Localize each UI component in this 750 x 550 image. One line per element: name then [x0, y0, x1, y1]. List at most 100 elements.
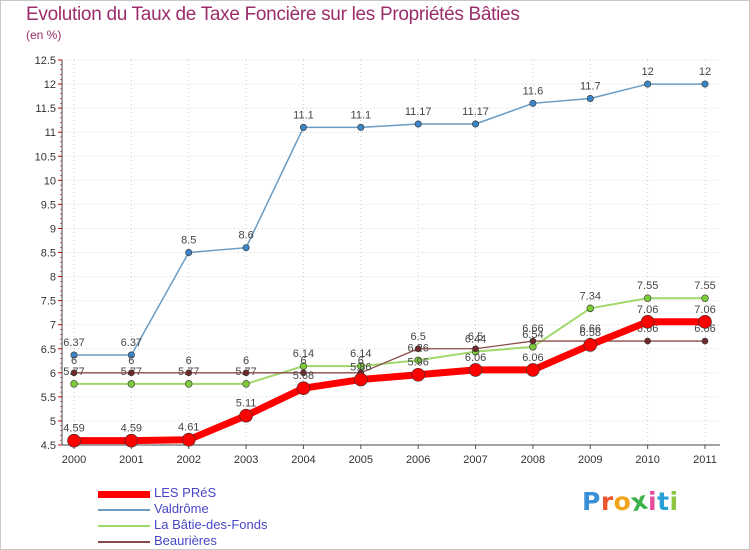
y-tick-label: 6.5: [41, 344, 56, 356]
data-label-la-batie-des-fonds: 6.14: [350, 348, 371, 360]
y-tick-label: 12: [44, 79, 56, 91]
data-label-beaurieres: 6: [300, 355, 306, 367]
y-tick-label: 10: [44, 175, 56, 187]
x-tick-label: 2009: [578, 454, 602, 466]
data-point-la-batie-des-fonds: [414, 356, 422, 364]
data-label-les-pres: 5.96: [407, 357, 428, 369]
data-label-beaurieres: 6.66: [580, 323, 601, 335]
x-tick-label: 2001: [119, 454, 143, 466]
y-tick-label: 9.5: [41, 199, 56, 211]
data-label-les-pres: 6.58: [580, 327, 601, 339]
logo-letter: i: [669, 487, 679, 516]
x-tick-label: 2006: [406, 454, 430, 466]
y-tick-label: 5.5: [41, 392, 56, 404]
data-point-les-pres: [583, 338, 598, 352]
legend-label: Beaurières: [154, 533, 217, 548]
data-point-la-batie-des-fonds: [529, 343, 537, 351]
data-label-beaurieres: 6: [128, 355, 134, 367]
data-label-beaurieres: 6: [186, 355, 192, 367]
legend-swatch: [98, 509, 150, 511]
data-point-la-batie-des-fonds: [357, 362, 365, 370]
data-point-les-pres: [354, 372, 368, 387]
data-label-les-pres: 6.06: [522, 352, 543, 364]
data-point-valdrome: [242, 244, 250, 252]
data-point-la-batie-des-fonds: [242, 380, 250, 388]
data-label-valdrome: 6.37: [121, 337, 142, 349]
legend-label: La Bâtie-des-Fonds: [154, 517, 268, 532]
data-point-les-pres: [526, 363, 540, 377]
data-point-beaurieres: [242, 369, 250, 377]
data-point-beaurieres: [128, 369, 135, 377]
data-point-beaurieres: [185, 369, 193, 377]
data-label-les-pres: 7.06: [694, 304, 715, 316]
data-point-valdrome: [586, 95, 594, 103]
data-label-valdrome: 11.1: [293, 109, 314, 121]
logo-letter: t: [657, 487, 670, 516]
data-label-les-pres: 6.06: [465, 352, 486, 364]
data-point-les-pres: [181, 432, 196, 447]
data-label-les-pres: 5.11: [236, 398, 257, 410]
y-tick-label: 8.5: [41, 248, 56, 260]
data-point-beaurieres: [529, 337, 537, 345]
data-label-beaurieres: 6.66: [694, 323, 715, 335]
data-label-valdrome: 11.6: [523, 85, 544, 97]
x-tick-label: 2011: [693, 454, 717, 466]
logo-letter: r: [600, 487, 614, 516]
chart-unit-label: (en %): [26, 28, 62, 42]
data-point-la-batie-des-fonds: [185, 380, 193, 388]
data-point-valdrome: [644, 80, 652, 88]
data-point-la-batie-des-fonds: [586, 304, 594, 313]
legend-swatch: [98, 525, 150, 527]
data-point-les-pres: [468, 363, 483, 377]
data-label-valdrome: 8.5: [181, 235, 196, 247]
data-label-la-batie-des-fonds: 7.34: [580, 290, 601, 302]
logo-letter: P: [582, 487, 601, 516]
y-tick-label: 8: [50, 272, 56, 284]
proxiti-logo: Proxiti: [582, 486, 679, 518]
data-point-beaurieres: [414, 345, 422, 353]
x-tick-label: 2003: [234, 454, 258, 466]
data-point-la-batie-des-fonds: [70, 380, 78, 388]
data-point-les-pres: [124, 433, 139, 448]
data-point-les-pres: [640, 314, 655, 329]
data-label-beaurieres: 6.66: [522, 323, 543, 335]
data-label-beaurieres: 6.5: [411, 331, 426, 343]
y-tick-label: 10.5: [35, 151, 56, 163]
legend-label: LES PRéS: [154, 485, 217, 500]
data-label-valdrome: 11.17: [405, 106, 432, 118]
data-point-valdrome: [472, 120, 480, 128]
x-tick-label: 2008: [521, 454, 545, 466]
data-point-valdrome: [70, 351, 78, 359]
x-tick-label: 2010: [635, 454, 659, 466]
data-label-les-pres: 7.06: [637, 304, 658, 316]
data-point-valdrome: [414, 120, 422, 128]
y-tick-label: 7: [50, 320, 56, 332]
y-tick-label: 5: [50, 416, 56, 428]
legend-swatch: [98, 541, 150, 543]
x-tick-label: 2002: [176, 454, 200, 466]
y-tick-label: 7.5: [41, 296, 56, 308]
x-tick-label: 2004: [291, 454, 315, 466]
data-point-beaurieres: [472, 345, 479, 353]
data-label-valdrome: 12: [699, 66, 711, 78]
y-tick-label: 12.5: [35, 55, 56, 67]
data-point-valdrome: [127, 351, 135, 359]
data-label-les-pres: 5.86: [350, 362, 371, 374]
data-label-valdrome: 8.6: [238, 230, 253, 242]
data-label-la-batie-des-fonds: 6.44: [465, 334, 486, 346]
series-line-les-pres: [70, 318, 709, 445]
legend-swatch: [98, 490, 150, 498]
data-label-la-batie-des-fonds: 7.55: [694, 280, 715, 292]
logo-letter: i: [648, 487, 658, 516]
data-point-valdrome: [529, 99, 537, 107]
data-label-valdrome: 12: [642, 66, 654, 78]
y-tick-label: 4.5: [41, 440, 56, 452]
data-point-les-pres: [411, 367, 425, 382]
series-line-valdrome: [73, 83, 706, 356]
x-tick-label: 2000: [62, 454, 86, 466]
y-tick-label: 6: [50, 368, 56, 380]
x-tick-label: 2005: [349, 454, 373, 466]
data-label-valdrome: 11.17: [462, 106, 489, 118]
x-tick-label: 2007: [463, 454, 487, 466]
